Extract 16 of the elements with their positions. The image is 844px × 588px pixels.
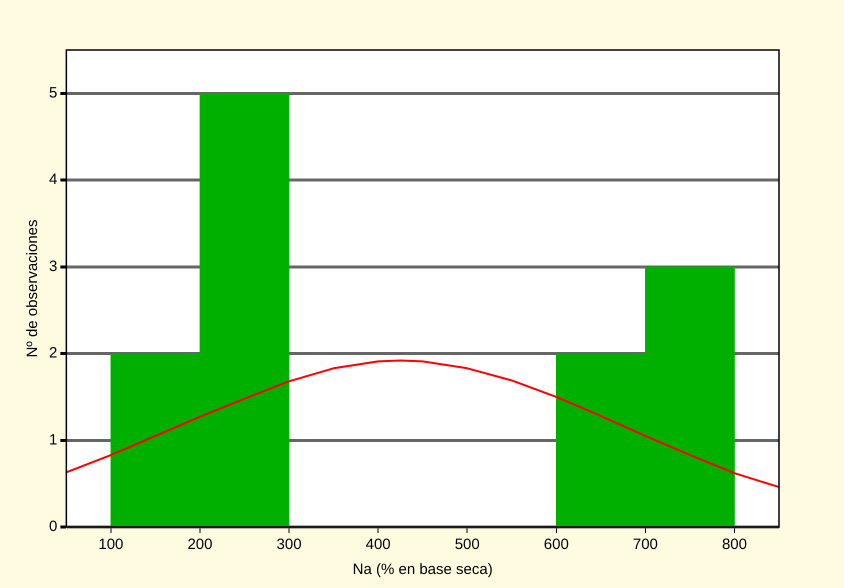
x-tick-label: 300 (276, 536, 302, 554)
x-tick-label: 500 (454, 536, 480, 554)
x-tick-label: 800 (722, 536, 747, 554)
x-tick-label: 100 (98, 536, 124, 554)
x-tick-label: 200 (187, 536, 212, 554)
x-tick-label: 400 (366, 536, 391, 554)
x-tick-label: 600 (544, 536, 569, 554)
y-tick-label: 5 (49, 84, 58, 102)
y-tick-label: 1 (49, 431, 58, 448)
y-tick-label: 4 (49, 171, 58, 188)
x-tick-label: 700 (632, 536, 658, 554)
y-tick-label: 3 (49, 258, 58, 275)
x-axis-title: Na (% en base seca) (352, 561, 493, 578)
y-axis-title: Nº de observaciones (24, 219, 42, 358)
y-tick-label: 2 (49, 344, 58, 362)
y-tick-label: 0 (49, 518, 58, 536)
